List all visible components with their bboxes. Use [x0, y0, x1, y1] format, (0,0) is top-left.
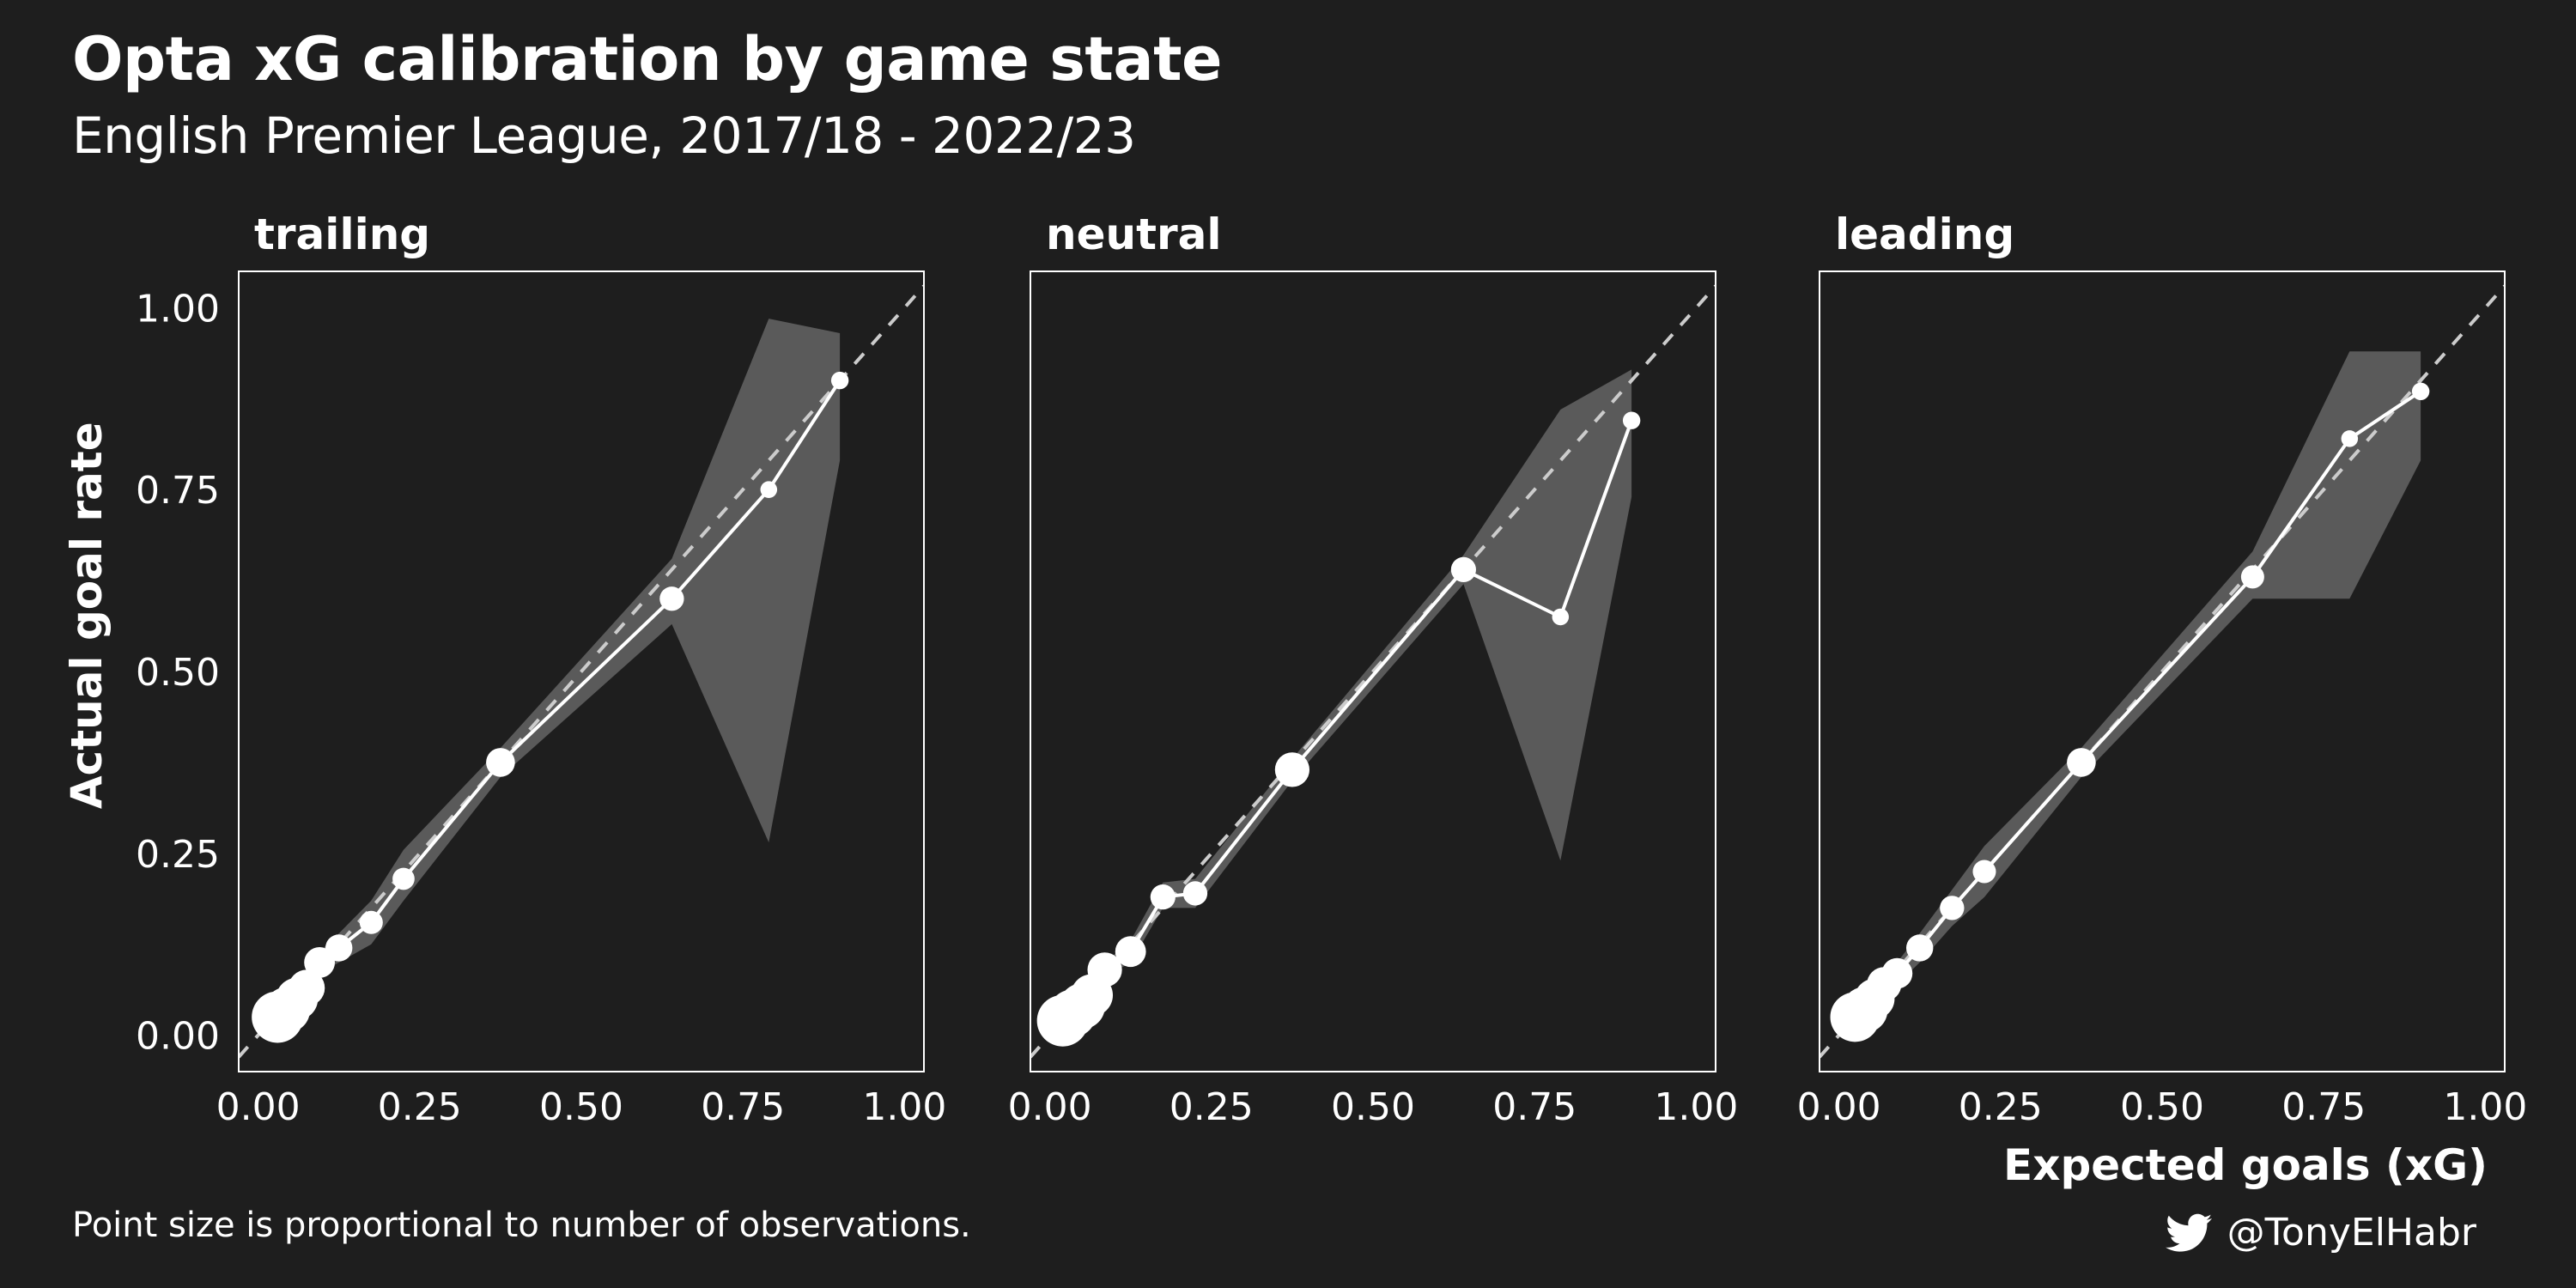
- x-tick-label: 0.50: [2120, 1085, 2204, 1129]
- data-point: [392, 867, 415, 890]
- y-tick-label: 0.25: [136, 833, 220, 877]
- data-point: [1622, 411, 1641, 429]
- x-tick-label: 0.50: [539, 1085, 623, 1129]
- data-point: [288, 969, 325, 1006]
- facet-label-neutral: neutral: [1046, 210, 1222, 259]
- y-tick-label: 0.00: [136, 1015, 220, 1059]
- data-point: [359, 910, 383, 934]
- credit: @TonyElHabr: [2165, 1211, 2476, 1255]
- data-point: [1182, 881, 1208, 906]
- data-point: [486, 748, 515, 777]
- y-tick-label: 0.75: [136, 469, 220, 513]
- data-point: [659, 586, 684, 611]
- data-point: [2411, 382, 2430, 400]
- data-point: [325, 934, 353, 962]
- data-point: [2067, 748, 2096, 777]
- x-tick-label: 0.75: [1492, 1085, 1577, 1129]
- chart-title: Opta xG calibration by game state: [72, 24, 1223, 94]
- data-point: [2341, 430, 2359, 447]
- y-axis-title: Actual goal rate: [62, 422, 112, 809]
- reference-line: [239, 284, 924, 1059]
- x-tick-label: 0.00: [1797, 1085, 1881, 1129]
- confidence-ribbon: [1062, 369, 1632, 1029]
- data-point: [1087, 952, 1122, 987]
- x-tick-label: 0.25: [378, 1085, 462, 1129]
- twitter-bird-icon: [2165, 1213, 2212, 1252]
- x-tick-label: 1.00: [2443, 1085, 2527, 1129]
- data-point: [1881, 957, 1913, 989]
- x-tick-label: 0.25: [1170, 1085, 1254, 1129]
- panel-border: [1030, 270, 1716, 1072]
- data-point: [1115, 936, 1146, 968]
- x-tick-label: 0.00: [216, 1085, 301, 1129]
- data-point: [2240, 565, 2264, 589]
- x-tick-label: 0.75: [2281, 1085, 2366, 1129]
- twitter-handle: @TonyElHabr: [2227, 1211, 2476, 1255]
- panel-border: [1819, 270, 2506, 1072]
- x-tick-label: 0.50: [1331, 1085, 1415, 1129]
- x-tick-label: 1.00: [1654, 1085, 1738, 1129]
- data-point: [1940, 896, 1965, 920]
- data-point: [1972, 860, 1996, 884]
- reference-line: [1030, 284, 1716, 1059]
- x-tick-label: 1.00: [862, 1085, 946, 1129]
- x-tick-label: 0.75: [701, 1085, 785, 1129]
- x-tick-label: 0.25: [1959, 1085, 2043, 1129]
- data-point: [304, 947, 336, 978]
- panel-border: [238, 270, 925, 1072]
- chart-caption: Point size is proportional to number of …: [72, 1206, 971, 1245]
- reference-line: [1820, 284, 2505, 1059]
- chart-subtitle: English Premier League, 2017/18 - 2022/2…: [72, 106, 1136, 165]
- facet-label-trailing: trailing: [254, 210, 430, 259]
- y-tick-label: 1.00: [136, 287, 220, 331]
- y-tick-label: 0.50: [136, 651, 220, 695]
- data-point: [830, 371, 849, 390]
- data-point: [1450, 556, 1476, 582]
- data-point: [1150, 884, 1176, 910]
- confidence-ribbon: [277, 319, 841, 1029]
- data-point: [1552, 608, 1570, 626]
- facet-label-leading: leading: [1835, 210, 2014, 259]
- x-axis-title: Expected goals (xG): [2003, 1140, 2488, 1190]
- x-tick-label: 0.00: [1008, 1085, 1092, 1129]
- data-point: [760, 481, 778, 498]
- data-point: [1905, 934, 1934, 962]
- data-point: [1274, 752, 1309, 787]
